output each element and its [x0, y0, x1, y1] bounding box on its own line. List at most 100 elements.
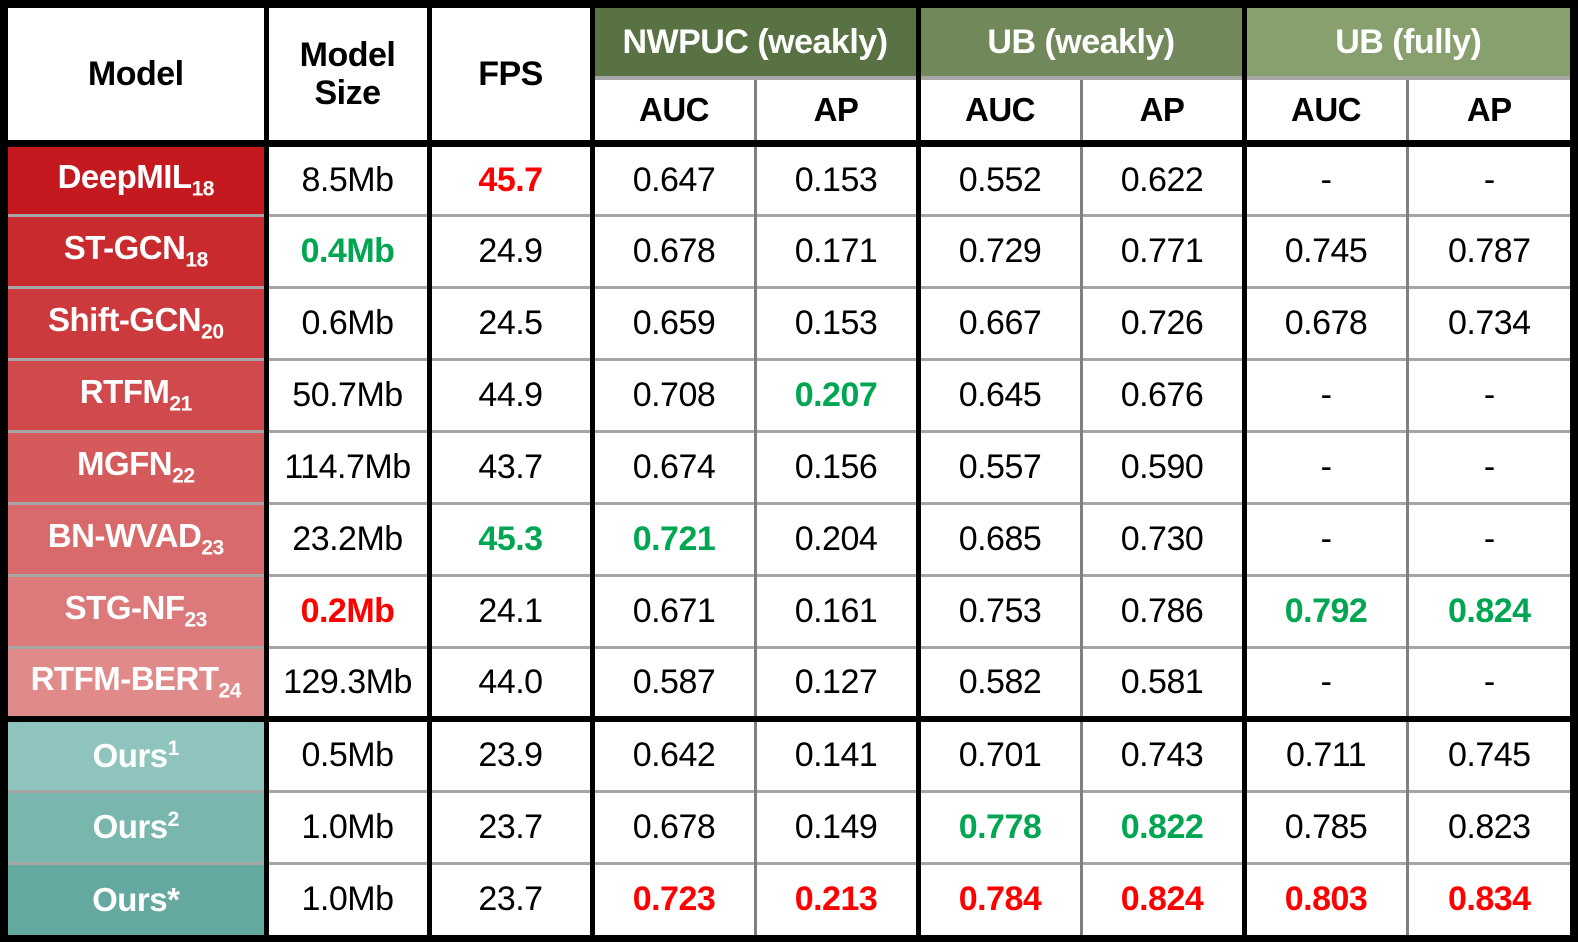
model-year-subscript: 21: [169, 392, 192, 416]
table-row: STG-NF23 0.2Mb 24.1 0.671 0.161 0.753 0.786 0.7…: [8, 573, 1571, 647]
value-cell: 0.590: [1079, 429, 1245, 503]
value-cell: 0.141: [753, 716, 918, 791]
value-cell: 0.753: [915, 573, 1081, 647]
group-header-nwpuc-weakly: NWPUC (weakly): [589, 8, 918, 80]
value-cell: 0.787: [1405, 213, 1571, 287]
value-cell: 44.9: [426, 357, 592, 431]
value-cell: 0.785: [1241, 789, 1408, 863]
table-row: RTFM-BERT24 129.3Mb 44.0 0.587 0.127 0.582 0.5…: [8, 645, 1571, 719]
model-name: STG-NF23: [8, 573, 266, 647]
model-name-text: DeepMIL: [57, 158, 193, 196]
value-cell: 0.729: [915, 213, 1081, 287]
value-cell: 0.745: [1405, 716, 1571, 791]
value-cell: 0.778: [915, 789, 1081, 863]
model-name-text: STG-NF: [64, 589, 185, 627]
model-name-text: Ours: [92, 736, 169, 774]
value-cell: 0.671: [589, 573, 755, 647]
value-cell: 0.834: [1405, 861, 1571, 935]
value-cell: 0.701: [915, 716, 1081, 791]
model-name: ST-GCN18: [8, 213, 266, 287]
value-cell: 23.7: [426, 861, 592, 935]
value-cell: -: [1241, 429, 1408, 503]
value-cell: 0.786: [1079, 573, 1245, 647]
model-name: Shift-GCN20: [8, 285, 266, 359]
model-name: Ours1: [8, 716, 266, 791]
sub-header-ap-nwpuc: AP: [753, 78, 918, 147]
value-cell: 0.161: [753, 573, 918, 647]
model-name-text: RTFM: [79, 373, 170, 411]
value-cell: 45.7: [426, 143, 592, 215]
table-row: ST-GCN18 0.4Mb 24.9 0.678 0.171 0.729 0.771 0.7…: [8, 213, 1571, 287]
value-cell: 0.6Mb: [263, 285, 429, 359]
value-cell: 0.824: [1405, 573, 1571, 647]
value-cell: -: [1241, 501, 1408, 575]
model-name-text: ST-GCN: [63, 229, 186, 267]
model-name-text: RTFM-BERT: [30, 660, 219, 698]
value-cell: 0.5Mb: [263, 716, 429, 791]
value-cell: 0.647: [589, 143, 755, 215]
value-cell: 0.771: [1079, 213, 1245, 287]
sub-header-row: AUC AP AUC AP AUC AP: [8, 78, 1571, 147]
col-header-model: Model: [8, 8, 266, 147]
table-row: BN-WVAD23 23.2Mb 45.3 0.721 0.204 0.685 0.730-…: [8, 501, 1571, 575]
model-year-subscript: 22: [172, 464, 195, 488]
group-header-ub-weakly: UB (weakly): [915, 8, 1245, 80]
value-cell: 0.156: [753, 429, 918, 503]
value-cell: 50.7Mb: [263, 357, 429, 431]
table-row: Ours* 1.0Mb 23.7 0.723 0.213 0.784 0.824 0.803 0…: [8, 861, 1571, 935]
value-cell: 0.127: [753, 645, 918, 719]
value-cell: 0.678: [1241, 285, 1408, 359]
value-cell: 23.2Mb: [263, 501, 429, 575]
value-cell: 44.0: [426, 645, 592, 719]
value-cell: 0.645: [915, 357, 1081, 431]
value-cell: -: [1405, 501, 1571, 575]
model-variant-superscript: 2: [167, 808, 180, 831]
sub-header-ap-ub-fully: AP: [1405, 78, 1571, 147]
table-row: RTFM21 50.7Mb 44.9 0.708 0.207 0.645 0.676- -: [8, 357, 1571, 431]
value-cell: 0.743: [1079, 716, 1245, 791]
model-name: BN-WVAD23: [8, 501, 266, 575]
group-header-row: Model Model Size FPS NWPUC (weakly) UB (…: [8, 8, 1571, 147]
value-cell: 0.730: [1079, 501, 1245, 575]
model-name: MGFN22: [8, 429, 266, 503]
model-name-text: MGFN: [76, 445, 173, 483]
value-cell: 0.676: [1079, 357, 1245, 431]
model-name: RTFM21: [8, 357, 266, 431]
value-cell: 0.213: [753, 861, 918, 935]
value-cell: 129.3Mb: [263, 645, 429, 719]
model-year-subscript: 24: [218, 680, 242, 704]
value-cell: 0.552: [915, 143, 1081, 215]
value-cell: 0.659: [589, 285, 755, 359]
value-cell: 0.2Mb: [263, 573, 429, 647]
value-cell: 0.581: [1079, 645, 1245, 719]
value-cell: 0.171: [753, 213, 918, 287]
value-cell: 0.557: [915, 429, 1081, 503]
value-cell: 23.9: [426, 716, 592, 791]
value-cell: 0.622: [1079, 143, 1245, 215]
model-year-subscript: 18: [191, 177, 215, 201]
value-cell: -: [1241, 357, 1408, 431]
value-cell: -: [1241, 143, 1408, 215]
model-year-subscript: 23: [184, 608, 207, 632]
table-body: DeepMIL18 8.5Mb 45.7 0.647 0.153 0.552 0.622- -…: [8, 143, 1571, 935]
model-name: Ours*: [8, 861, 266, 935]
model-name: RTFM-BERT24: [8, 645, 266, 719]
table-header: Model Model Size FPS NWPUC (weakly) UB (…: [8, 8, 1571, 147]
model-name: Ours2: [8, 789, 266, 863]
value-cell: 0.784: [915, 861, 1081, 935]
value-cell: 0.4Mb: [263, 213, 429, 287]
value-cell: 0.721: [589, 501, 755, 575]
value-cell: 0.149: [753, 789, 918, 863]
sub-header-auc-ub-fully: AUC: [1241, 78, 1408, 147]
model-year-subscript: 20: [201, 320, 224, 344]
value-cell: 0.204: [753, 501, 918, 575]
value-cell: 0.723: [589, 861, 755, 935]
model-name-text: Shift-GCN: [48, 301, 202, 339]
value-cell: 0.582: [915, 645, 1081, 719]
value-cell: 0.708: [589, 357, 755, 431]
value-cell: 0.824: [1079, 861, 1245, 935]
sub-header-auc-ub-weakly: AUC: [915, 78, 1081, 147]
value-cell: 0.678: [589, 213, 755, 287]
table-row: MGFN22 114.7Mb 43.7 0.674 0.156 0.557 0.590- -: [8, 429, 1571, 503]
